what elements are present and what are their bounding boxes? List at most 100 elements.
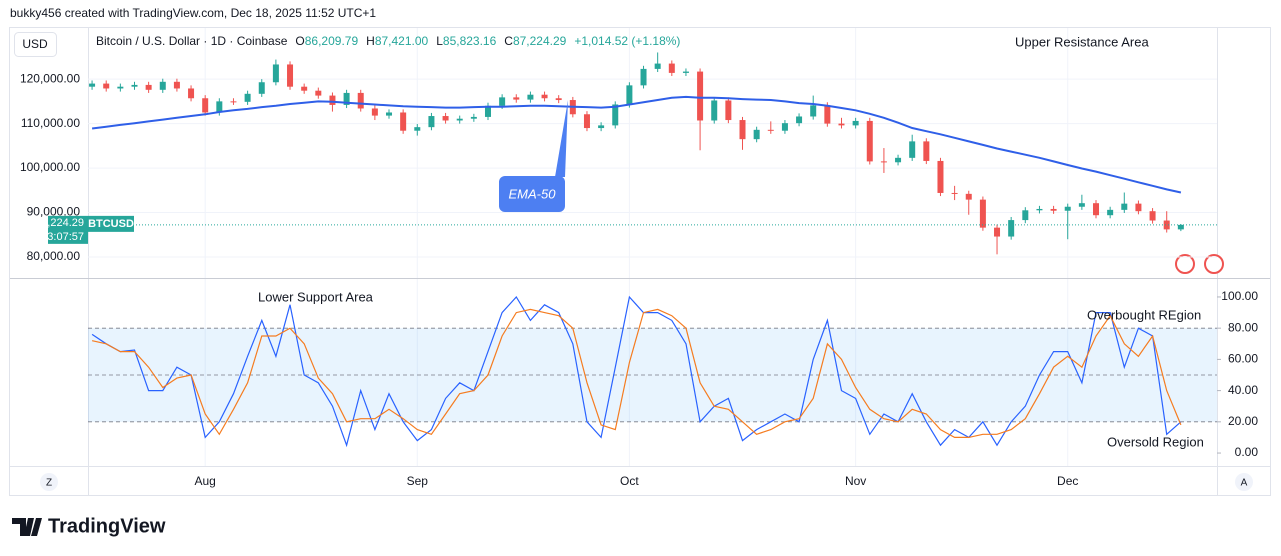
logo: TradingView — [12, 515, 166, 537]
candle-body — [258, 82, 265, 94]
currency-label[interactable]: USD — [22, 37, 48, 51]
event-flag[interactable] — [1175, 254, 1195, 274]
y-tick-label: 80,000.00 — [27, 249, 81, 263]
candle-body — [583, 114, 590, 129]
callout-box — [499, 176, 565, 212]
candle-body — [117, 86, 124, 89]
candle-body — [527, 94, 534, 100]
candle-body — [810, 105, 817, 117]
candle-body — [145, 84, 152, 90]
currency-button[interactable] — [14, 32, 57, 57]
candle-body — [230, 101, 237, 103]
candle-body — [470, 116, 477, 119]
x-tick-label: Nov — [845, 474, 866, 488]
candle-body — [866, 120, 873, 162]
scale-button[interactable] — [1235, 473, 1253, 491]
ohlc-prefix: O — [295, 34, 304, 48]
plot: Aug Sep Oct Nov Dec 80,000.00 90,000.00 100,000… — [20, 28, 1258, 488]
candle-body — [640, 68, 647, 86]
x-tick-label: Aug — [195, 474, 216, 488]
candle-body — [555, 98, 562, 101]
candle-body — [598, 125, 605, 129]
annotation: Upper Resistance Area — [1015, 34, 1149, 49]
candle-body — [1107, 209, 1114, 216]
x-tick-label: Oct — [620, 474, 639, 488]
candle-body — [909, 141, 916, 158]
candle-body — [103, 83, 110, 89]
y-tick-label: 120,000.00 — [20, 71, 80, 85]
candle-body — [654, 63, 661, 69]
candle-body — [414, 127, 421, 131]
candle-body — [1149, 211, 1156, 221]
y-tick-label: 100.00 — [1221, 289, 1258, 303]
line-series — [91, 95, 1182, 194]
candle-body — [400, 112, 407, 131]
price-tag — [48, 215, 88, 244]
candle-body — [923, 141, 930, 161]
x-tick-label: Dec — [1057, 474, 1078, 488]
candle-body — [994, 227, 1001, 237]
ohlc-value: 87,421.00 — [375, 34, 429, 48]
candle-body — [386, 112, 393, 116]
candle-body — [173, 81, 180, 89]
callout-text: EMA-50 — [509, 186, 557, 201]
ohlc-value: 86,209.79 — [305, 34, 359, 48]
y-tick-label: 60.00 — [1228, 352, 1258, 366]
ohlc-legend: Bitcoin / U.S. Dollar · 1D · Coinbase O86… — [96, 34, 680, 48]
scale-button[interactable] — [40, 473, 58, 491]
candle-body — [711, 100, 718, 121]
candle-body — [1093, 203, 1100, 216]
ohlc-prefix: C — [504, 34, 513, 48]
candle-body — [202, 98, 209, 113]
x-tick-label: Sep — [407, 474, 429, 488]
candle-body — [89, 83, 96, 87]
annotation: Oversold Region — [1107, 434, 1204, 449]
candle-body — [1064, 206, 1071, 211]
candle-body — [753, 129, 760, 140]
y-tick-label: 90,000.00 — [27, 205, 81, 219]
candle-body — [484, 105, 491, 117]
candle-body — [838, 123, 845, 126]
candle-body — [668, 63, 675, 73]
ema-callout: EMA-50 — [499, 100, 568, 212]
candle-body — [244, 93, 251, 102]
attribution: bukky456 created with TradingView.com, D… — [10, 6, 376, 20]
candle-body — [287, 64, 294, 87]
y-tick-label: 110,000.00 — [21, 116, 80, 130]
annotation: Overbought REgion — [1087, 307, 1201, 322]
scale-button-label[interactable]: A — [1241, 478, 1248, 489]
candle-body — [541, 94, 548, 99]
candle-body — [343, 92, 350, 105]
candle-body — [824, 105, 831, 124]
candle-body — [979, 199, 986, 228]
candle-body — [697, 71, 704, 121]
candle-body — [329, 95, 336, 105]
candle-body — [1078, 203, 1085, 207]
event-flag[interactable] — [1204, 254, 1224, 274]
candle-body — [1008, 220, 1015, 237]
candle-body — [739, 120, 746, 140]
symbol-tag-label: BTCUSD — [88, 218, 134, 230]
candle-body — [612, 104, 619, 126]
logo-mark — [12, 518, 42, 536]
candle-body — [272, 64, 279, 83]
scale-button-label[interactable]: Z — [46, 478, 52, 489]
candle-body — [428, 116, 435, 128]
candle-body — [188, 88, 195, 99]
candle-body — [951, 192, 958, 194]
symbol-tag — [88, 215, 134, 232]
candle-body — [513, 97, 520, 100]
candle-body — [1177, 224, 1184, 230]
candle-body — [796, 116, 803, 124]
y-tick-label: 20.00 — [1228, 414, 1258, 428]
y-tick-label: 100,000.00 — [20, 160, 80, 174]
ohlc-value: 85,823.16 — [443, 34, 497, 48]
candle-body — [937, 160, 944, 193]
y-tick-label: 0.00 — [1235, 445, 1259, 459]
price-tag-countdown: 13:07:57 — [41, 231, 84, 243]
candle-body — [159, 81, 166, 90]
candle-body — [682, 71, 689, 73]
candle-body — [442, 116, 449, 121]
